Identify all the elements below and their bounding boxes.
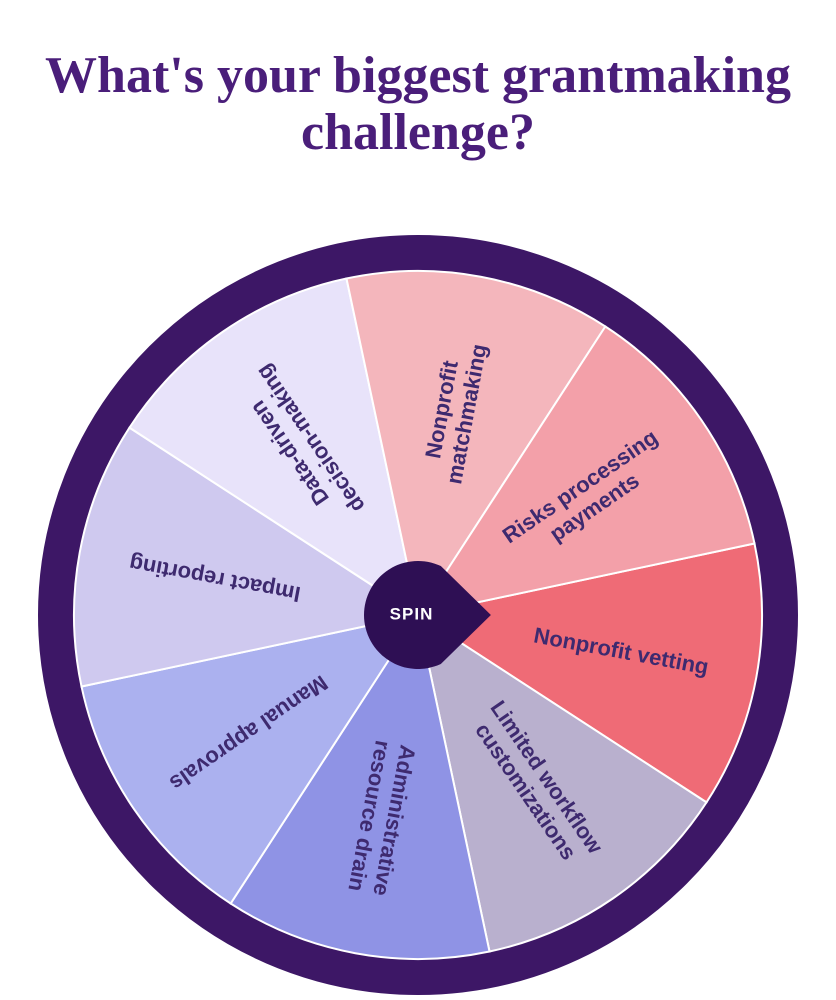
infographic-container: What's your biggest grantmaking challeng… (0, 35, 836, 1000)
wheel-svg: Nonprofit vettingLimited workflowcustomi… (38, 235, 798, 995)
spin-wheel[interactable]: Nonprofit vettingLimited workflowcustomi… (38, 235, 798, 995)
page-title: What's your biggest grantmaking challeng… (0, 35, 836, 161)
spin-button-label: SPIN (390, 604, 434, 623)
